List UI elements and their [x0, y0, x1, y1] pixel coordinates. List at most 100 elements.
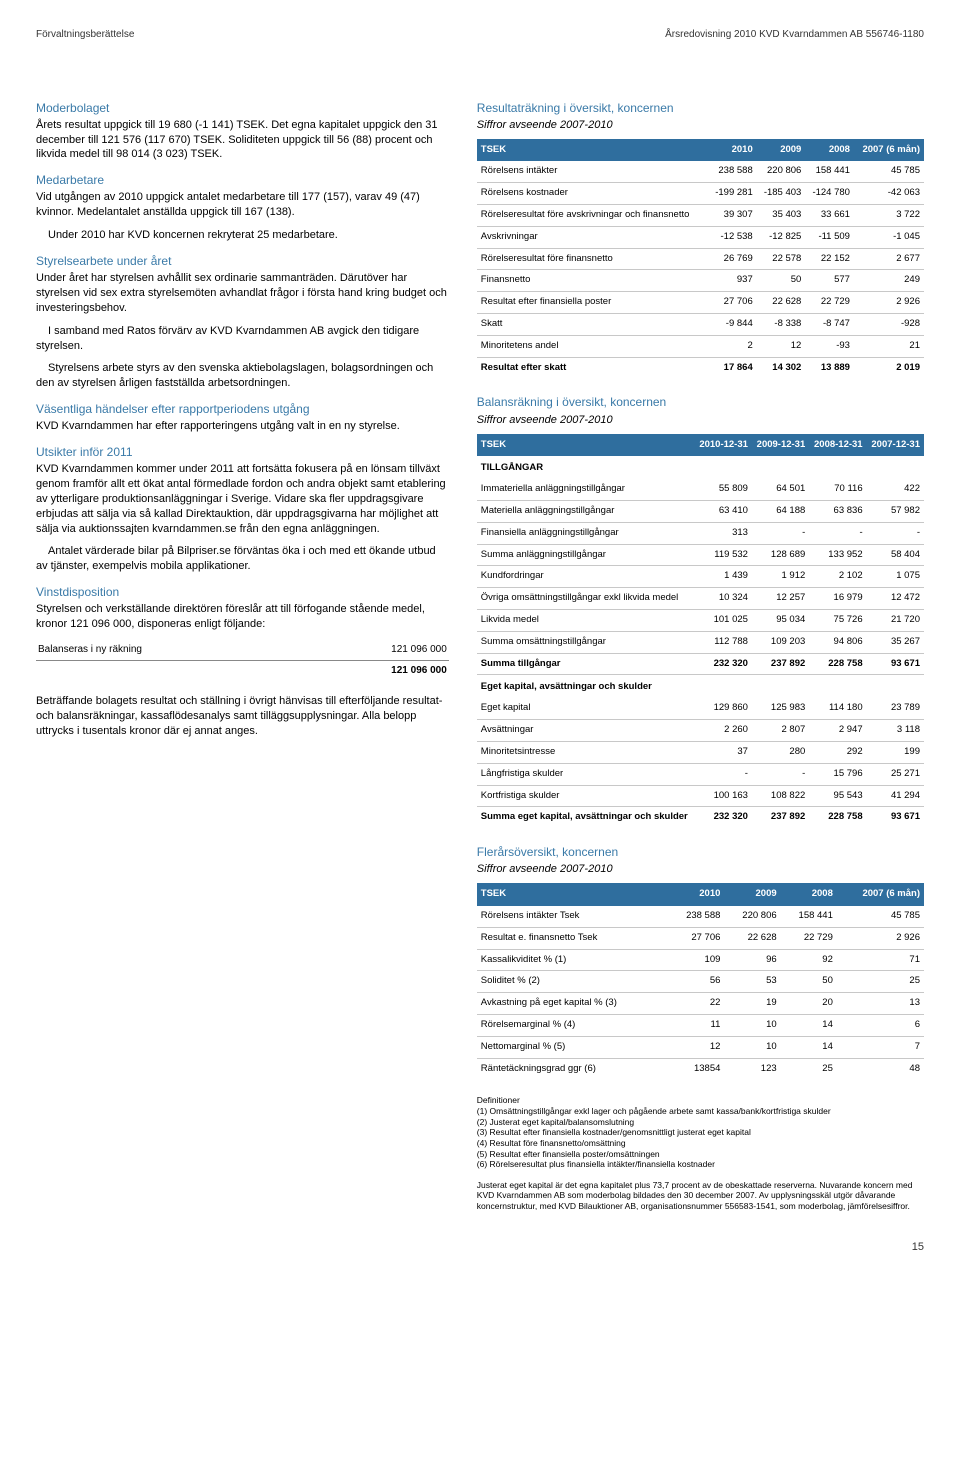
cell: 12	[757, 335, 806, 357]
defs-4: (4) Resultat före finansnetto/omsättning	[477, 1138, 924, 1149]
cell: 228 758	[809, 807, 866, 828]
defs-3: (3) Resultat efter finansiella kostnader…	[477, 1127, 924, 1138]
disp-label: Balanseras i ny räkning	[36, 640, 302, 660]
cell: Räntetäckningsgrad ggr (6)	[477, 1058, 668, 1079]
cell: 19	[724, 993, 780, 1015]
h-vasentliga: Väsentliga händelser efter rapportperiod…	[36, 401, 449, 417]
col-header: 2008-12-31	[809, 434, 866, 457]
cell: -	[752, 763, 809, 785]
h-vinst: Vinstdisposition	[36, 584, 449, 600]
cell: 22	[668, 993, 724, 1015]
cell: 2 926	[854, 292, 924, 314]
col-header: 2009	[724, 883, 780, 906]
cell: -9 844	[708, 314, 757, 336]
cell: Materiella anläggningstillgångar	[477, 500, 695, 522]
cell: 238 588	[708, 161, 757, 182]
cell: Rörelseresultat före avskrivningar och f…	[477, 204, 708, 226]
cell: 14	[781, 1036, 837, 1058]
cell: -8 338	[757, 314, 806, 336]
t3-title: Flerårsöversikt, koncernen	[477, 844, 924, 860]
cell: -93	[805, 335, 854, 357]
cell: Kassalikviditet % (1)	[477, 949, 668, 971]
cell: -185 403	[757, 183, 806, 205]
cell: 2 926	[837, 927, 924, 949]
defs-5: (5) Resultat efter finansiella poster/om…	[477, 1149, 924, 1160]
cell: 292	[809, 741, 866, 763]
cell: 100 163	[695, 785, 752, 807]
cell: Kundfordringar	[477, 566, 695, 588]
cell: 101 025	[695, 610, 752, 632]
cell: Långfristiga skulder	[477, 763, 695, 785]
cell: 1 075	[867, 566, 924, 588]
t1-title: Resultaträkning i översikt, koncernen	[477, 100, 924, 116]
cell: 37	[695, 741, 752, 763]
cell: 2 260	[695, 720, 752, 742]
cell: 39 307	[708, 204, 757, 226]
cell: 112 788	[695, 631, 752, 653]
t1-sub: Siffror avseende 2007-2010	[477, 118, 924, 133]
cell: 48	[837, 1058, 924, 1079]
cell: 70 116	[809, 479, 866, 500]
cell: -11 509	[805, 226, 854, 248]
col-header: 2009-12-31	[752, 434, 809, 457]
defs-1: (1) Omsättningstillgångar exkl lager och…	[477, 1106, 924, 1117]
col-header: TSEK	[477, 883, 668, 906]
disposition-table: Balanseras i ny räkning121 096 000 121 0…	[36, 640, 449, 680]
col-header: 2007 (6 mån)	[854, 139, 924, 162]
cell: 56	[668, 971, 724, 993]
cell: 92	[781, 949, 837, 971]
cell: 71	[837, 949, 924, 971]
cell: 128 689	[752, 544, 809, 566]
cell: 129 860	[695, 698, 752, 719]
cell: 94 806	[809, 631, 866, 653]
cell: 232 320	[695, 653, 752, 675]
cell: 422	[867, 479, 924, 500]
cell: Resultat efter skatt	[477, 357, 708, 378]
cell: 2 019	[854, 357, 924, 378]
cell: 21	[854, 335, 924, 357]
cell: 133 952	[809, 544, 866, 566]
right-column: Resultaträkning i översikt, koncernen Si…	[477, 90, 924, 1220]
cell: 63 410	[695, 500, 752, 522]
col-header: 2007 (6 mån)	[837, 883, 924, 906]
cell: 23 789	[867, 698, 924, 719]
cell: Summa tillgångar	[477, 653, 695, 675]
disp-v1: 121 096 000	[302, 640, 449, 660]
cell: 11	[668, 1015, 724, 1037]
cell: 20	[781, 993, 837, 1015]
cell: 1 912	[752, 566, 809, 588]
cell: 13	[837, 993, 924, 1015]
p-medarbetare-1: Vid utgången av 2010 uppgick antalet med…	[36, 190, 449, 220]
cell: 58 404	[867, 544, 924, 566]
header-left: Förvaltningsberättelse	[36, 28, 134, 42]
col-header: 2007-12-31	[867, 434, 924, 457]
cell: Rörelsens intäkter	[477, 161, 708, 182]
cell: 119 532	[695, 544, 752, 566]
left-column: Moderbolaget Årets resultat uppgick till…	[36, 90, 449, 1220]
cell: -12 825	[757, 226, 806, 248]
cell: 13854	[668, 1058, 724, 1079]
income-table: TSEK2010200920082007 (6 mån)Rörelsens in…	[477, 139, 924, 379]
cell: 16 979	[809, 588, 866, 610]
cell: 280	[752, 741, 809, 763]
cell: 27 706	[668, 927, 724, 949]
cell: 158 441	[805, 161, 854, 182]
cell: 25 271	[867, 763, 924, 785]
cell: 22 628	[724, 927, 780, 949]
h-styrelse: Styrelsearbete under året	[36, 253, 449, 269]
cell: 108 822	[752, 785, 809, 807]
cell: 35 403	[757, 204, 806, 226]
cell: -928	[854, 314, 924, 336]
t3-sub: Siffror avseende 2007-2010	[477, 862, 924, 877]
cell: 109 203	[752, 631, 809, 653]
t2-title: Balansräkning i översikt, koncernen	[477, 394, 924, 410]
section-head: TILLGÅNGAR	[477, 456, 924, 479]
cell: Avkastning på eget kapital % (3)	[477, 993, 668, 1015]
cell: 2 807	[752, 720, 809, 742]
cell: 35 267	[867, 631, 924, 653]
col-header: 2008	[805, 139, 854, 162]
cell: 125 983	[752, 698, 809, 719]
cell: 220 806	[724, 906, 780, 927]
cell: 220 806	[757, 161, 806, 182]
h-moderbolaget: Moderbolaget	[36, 100, 449, 116]
